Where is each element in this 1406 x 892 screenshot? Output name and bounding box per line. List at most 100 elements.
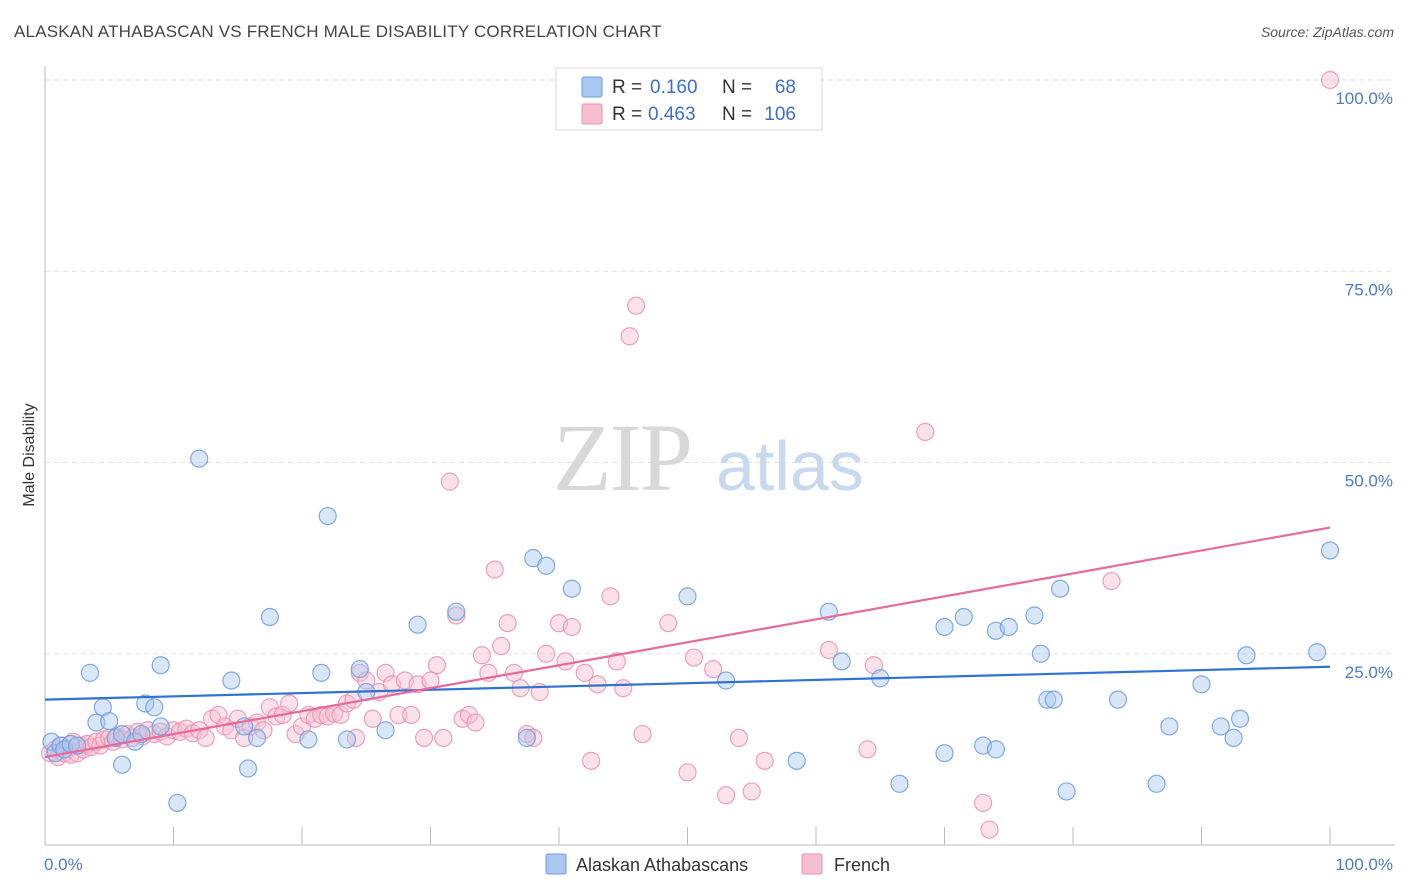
alaskan-point-33 bbox=[408, 615, 427, 634]
alaskan-point-62 bbox=[1192, 675, 1211, 694]
trend-lines bbox=[44, 526, 1331, 759]
alaskan-point-59 bbox=[1108, 690, 1128, 709]
french-point-99 bbox=[633, 724, 652, 744]
series-legend: Alaskan Athabascans French bbox=[545, 853, 890, 875]
french-point-98 bbox=[626, 296, 646, 315]
alaskan-point-26 bbox=[299, 730, 318, 749]
french-point-73 bbox=[447, 606, 466, 625]
alaskan-point-21 bbox=[222, 671, 241, 690]
french-point-90 bbox=[562, 617, 581, 637]
french-point-105 bbox=[729, 728, 749, 748]
french-point-100 bbox=[659, 614, 678, 633]
alaskan-point-38 bbox=[562, 579, 581, 598]
french-point-68 bbox=[414, 728, 434, 748]
y-tick-labels: 25.0% 50.0% 75.0% 100.0% bbox=[1335, 89, 1393, 682]
chart-source: Source: ZipAtlas.com bbox=[1260, 24, 1394, 40]
alaskan-point-17 bbox=[151, 656, 170, 675]
french-point-101 bbox=[678, 763, 697, 782]
french-point-103 bbox=[704, 659, 723, 679]
alaskan-point-16 bbox=[145, 698, 164, 717]
french-point-66 bbox=[402, 705, 421, 725]
french-point-112 bbox=[973, 793, 993, 813]
alaskan-point-28 bbox=[318, 506, 337, 526]
grid-lines bbox=[45, 79, 1395, 655]
french-point-81 bbox=[498, 614, 517, 633]
alaskan-point-68 bbox=[1320, 541, 1340, 560]
alaskan-point-52 bbox=[999, 617, 1018, 637]
french-point-80 bbox=[492, 636, 511, 656]
correlation-legend: R = 0.160 N = 68 R = 0.463 N = 106 bbox=[555, 67, 823, 131]
french-point-102 bbox=[684, 648, 704, 667]
bottom-legend-series1: Alaskan Athabascans bbox=[576, 855, 748, 875]
watermark: ZIP atlas bbox=[553, 404, 864, 511]
alaskan-point-27 bbox=[312, 663, 331, 682]
french-point-77 bbox=[472, 646, 491, 665]
french-point-57 bbox=[346, 728, 366, 748]
french-point-106 bbox=[742, 782, 761, 801]
french-point-94 bbox=[601, 587, 620, 606]
alaskan-point-35 bbox=[517, 728, 536, 748]
bottom-swatch-blue bbox=[545, 853, 567, 875]
alaskan-point-63 bbox=[1211, 717, 1230, 736]
alaskan-point-47 bbox=[935, 744, 954, 763]
legend-r-label-2: R = bbox=[612, 104, 642, 125]
alaskan-point-32 bbox=[376, 721, 395, 740]
alaskan-point-39 bbox=[678, 587, 697, 606]
french-point-35 bbox=[209, 705, 228, 725]
alaskan-point-64 bbox=[1224, 728, 1243, 748]
alaskan-point-48 bbox=[954, 607, 973, 627]
alaskan-point-30 bbox=[350, 659, 369, 679]
alaskan-point-58 bbox=[1057, 782, 1076, 801]
watermark-atlas: atlas bbox=[716, 427, 864, 505]
alaskan-point-9 bbox=[100, 711, 119, 731]
french-point-95 bbox=[607, 652, 626, 671]
alaskan-point-15 bbox=[136, 694, 155, 713]
french-point-79 bbox=[485, 560, 504, 579]
french-point-60 bbox=[363, 709, 382, 728]
alaskan-point-54 bbox=[1031, 644, 1050, 663]
french-point-107 bbox=[755, 751, 774, 770]
french-point-113 bbox=[980, 820, 999, 839]
alaskan-point-55 bbox=[1038, 690, 1057, 709]
alaskan-point-37 bbox=[537, 556, 556, 575]
y-tick-label-2: 75.0% bbox=[1345, 280, 1393, 299]
x-tick-labels: 0.0% 100.0% bbox=[44, 855, 1393, 874]
alaskan-point-53 bbox=[1025, 606, 1044, 625]
french-point-111 bbox=[916, 422, 935, 441]
french-point-54 bbox=[331, 705, 350, 725]
alaskan-point-43 bbox=[832, 652, 851, 671]
french-point-104 bbox=[716, 786, 736, 805]
french-point-115 bbox=[1320, 70, 1340, 90]
alaskan-point-19 bbox=[168, 793, 187, 813]
french-point-76 bbox=[466, 713, 485, 732]
trend-line-french bbox=[44, 526, 1331, 759]
french-point-33 bbox=[196, 728, 215, 748]
french-point-96 bbox=[614, 679, 633, 698]
alaskan-point-56 bbox=[1044, 690, 1063, 709]
axes bbox=[44, 66, 1395, 846]
french-point-109 bbox=[858, 740, 877, 759]
alaskan-point-18 bbox=[151, 717, 170, 736]
alaskan-point-29 bbox=[337, 730, 357, 749]
french-point-72 bbox=[440, 472, 459, 491]
legend-n-value-2: 106 bbox=[764, 104, 796, 125]
y-axis-title: Male Disability bbox=[21, 403, 38, 506]
french-point-108 bbox=[819, 640, 838, 660]
alaskan-point-34 bbox=[447, 602, 466, 621]
alaskan-point-65 bbox=[1230, 709, 1250, 728]
legend-r-value-2: 0.463 bbox=[648, 104, 696, 125]
alaskan-point-46 bbox=[935, 617, 954, 637]
french-point-64 bbox=[389, 705, 408, 725]
french-point-71 bbox=[434, 728, 453, 748]
chart-title: ALASKAN ATHABASCAN VS FRENCH MALE DISABI… bbox=[14, 22, 662, 41]
french-point-87 bbox=[537, 644, 556, 663]
alaskan-point-41 bbox=[787, 751, 806, 770]
legend-n-label-1: N = bbox=[722, 77, 752, 98]
y-tick-label-1: 50.0% bbox=[1345, 472, 1393, 491]
x-tick-label-1: 100.0% bbox=[1335, 855, 1393, 874]
french-point-62 bbox=[376, 663, 395, 682]
french-point-46 bbox=[280, 694, 299, 713]
alaskan-point-61 bbox=[1160, 717, 1179, 736]
alaskan-point-45 bbox=[890, 774, 909, 793]
french-point-85 bbox=[524, 728, 543, 748]
